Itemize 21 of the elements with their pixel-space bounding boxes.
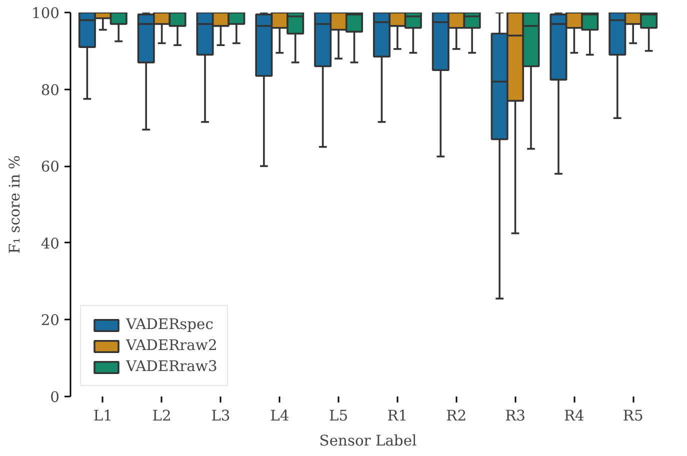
x-tick-label: L2: [152, 408, 172, 424]
y-tick-label: 0: [50, 389, 60, 406]
legend-label: VADERspec: [126, 316, 214, 333]
x-tick-label: R5: [622, 408, 644, 424]
x-axis-title: Sensor Label: [319, 432, 417, 450]
x-tick-label: L5: [329, 408, 348, 424]
y-tick-label: 100: [32, 5, 60, 22]
x-tick-label: R4: [564, 408, 584, 424]
y-tick-label: 40: [40, 235, 60, 252]
y-axis-title: F₁ score in %: [6, 155, 24, 254]
x-tick-label: L1: [93, 408, 112, 424]
legend-label: VADERraw2: [126, 337, 218, 354]
x-tick-label: R1: [387, 408, 408, 424]
y-tick-label: 60: [40, 158, 60, 176]
x-tick-label: R2: [446, 408, 467, 424]
legend-label: VADERraw3: [126, 358, 218, 375]
x-tick-label: L3: [211, 408, 230, 424]
y-tick-label: 20: [40, 312, 60, 330]
y-tick-label: 80: [40, 82, 60, 99]
x-tick-label: R3: [505, 408, 526, 424]
x-tick-label: L4: [270, 408, 290, 424]
